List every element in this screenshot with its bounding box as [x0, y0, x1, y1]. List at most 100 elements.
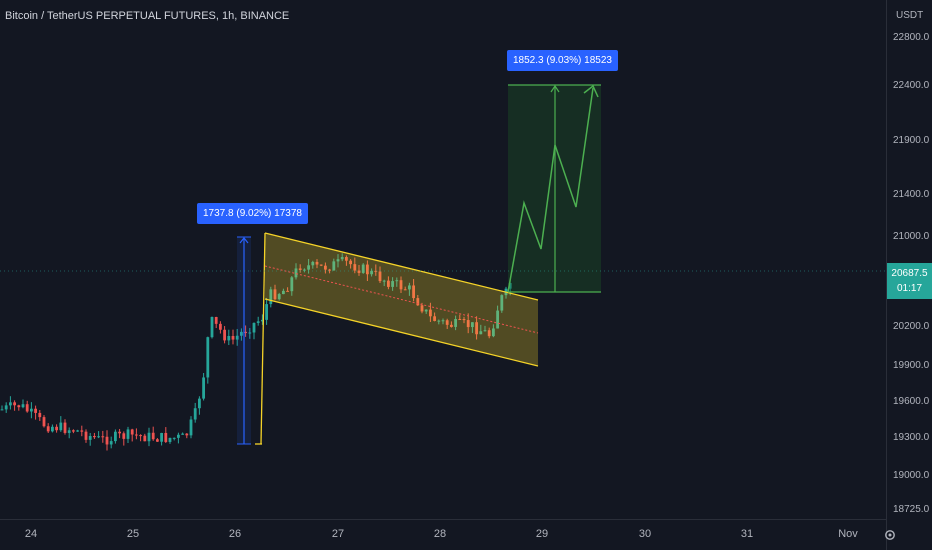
candle-body — [46, 426, 50, 432]
candle-body — [458, 319, 462, 321]
candle-body — [63, 422, 67, 433]
candle-body — [286, 290, 289, 292]
candle-body — [80, 430, 84, 432]
candle-body — [366, 264, 369, 275]
candle-body — [59, 422, 63, 431]
candle-body — [4, 405, 8, 410]
candlestick-series — [0, 253, 512, 451]
candle-body — [160, 432, 163, 442]
candle-body — [416, 298, 420, 306]
candle-body — [424, 309, 428, 312]
candle-body — [156, 439, 159, 442]
candle-body — [126, 429, 130, 439]
candle-body — [475, 322, 478, 335]
current-price: 20687.5 — [891, 268, 928, 279]
candle-body — [508, 283, 512, 289]
time-tick: Nov — [838, 528, 858, 540]
candle-body — [109, 441, 113, 445]
candle-body — [34, 408, 37, 413]
candle-body — [168, 437, 172, 442]
candle-body — [151, 432, 155, 440]
candle-body — [223, 329, 226, 341]
candle-body — [256, 321, 260, 323]
candle-body — [67, 430, 71, 433]
price-tick: 21000.0 — [893, 231, 930, 242]
candle-body — [303, 269, 306, 271]
candle-body — [483, 330, 487, 332]
candle-body — [349, 260, 352, 265]
candle-body — [193, 408, 197, 420]
candle-body — [269, 289, 273, 305]
candle-body — [21, 404, 25, 408]
settings-gear-icon[interactable] — [883, 528, 897, 542]
candle-body — [408, 285, 411, 290]
candle-body — [38, 412, 42, 418]
candle-body — [391, 281, 394, 287]
time-tick: 29 — [535, 528, 549, 540]
flagpole-measure-label[interactable]: 1737.8 (9.02%) 17378 — [197, 203, 308, 224]
candle-body — [214, 316, 218, 324]
candle-body — [13, 402, 16, 406]
price-tick: 22800.0 — [893, 32, 930, 43]
candle-body — [353, 264, 357, 271]
candle-body — [164, 432, 168, 442]
candle-body — [17, 405, 21, 408]
candle-body — [261, 319, 264, 322]
candle-body — [412, 285, 415, 299]
candle-body — [231, 336, 235, 340]
candle-body — [378, 271, 382, 282]
candle-body — [0, 409, 4, 411]
candle-body — [403, 289, 407, 291]
candle-body — [387, 280, 390, 287]
candle-body — [42, 417, 46, 427]
candle-body — [374, 270, 378, 272]
candle-body — [172, 437, 176, 439]
time-tick: 24 — [24, 528, 38, 540]
price-tick: 19300.0 — [893, 432, 930, 443]
candle-body — [88, 436, 92, 440]
candle-body — [206, 337, 210, 378]
candle-body — [93, 436, 96, 438]
candle-body — [97, 436, 100, 438]
candle-body — [429, 309, 432, 317]
candle-body — [450, 324, 453, 327]
candle-body — [147, 432, 151, 442]
candle-body — [114, 431, 117, 442]
price-tick: 18725.0 — [893, 504, 930, 515]
candle-body — [135, 434, 138, 436]
candle-body — [72, 430, 75, 432]
time-tick: 28 — [433, 528, 447, 540]
candle-body — [189, 419, 193, 436]
candle-body — [177, 434, 180, 438]
candle-body — [479, 331, 483, 335]
candle-body — [437, 320, 441, 322]
time-tick: 27 — [331, 528, 345, 540]
candle-body — [227, 336, 231, 341]
candle-body — [294, 268, 298, 278]
candle-body — [315, 261, 319, 265]
candle-body — [84, 431, 88, 440]
candle-body — [139, 435, 142, 437]
candle-body — [55, 426, 58, 431]
candle-body — [105, 436, 109, 445]
candle-body — [51, 426, 54, 432]
price-axis-border — [886, 0, 887, 550]
candle-body — [420, 305, 424, 312]
candle-body — [487, 330, 491, 337]
candle-body — [324, 265, 327, 270]
time-tick: 30 — [638, 528, 652, 540]
candle-body — [118, 431, 121, 434]
candle-body — [395, 280, 399, 282]
bar-countdown: 01:17 — [896, 283, 923, 294]
flagpole-measure[interactable] — [237, 236, 251, 445]
candle-body — [399, 280, 403, 290]
flag-channel[interactable] — [255, 232, 539, 445]
time-tick: 26 — [228, 528, 242, 540]
candle-body — [319, 264, 323, 266]
target-measure-label[interactable]: 1852.3 (9.03%) 18523 — [507, 50, 618, 71]
candle-body — [500, 295, 504, 311]
target-projection[interactable] — [507, 84, 601, 293]
candle-body — [101, 436, 105, 438]
candle-body — [240, 331, 243, 336]
